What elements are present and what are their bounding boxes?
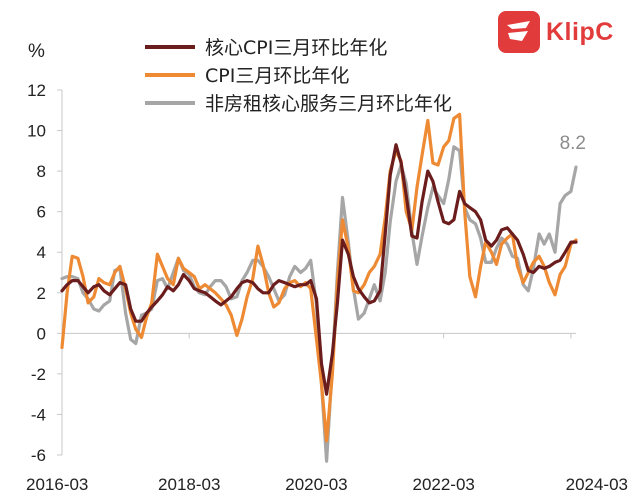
klipc-logo-icon	[498, 11, 540, 53]
y-tick-label: -4	[31, 405, 46, 424]
x-tick-label: 2022-03	[412, 475, 474, 494]
y-tick-label: 12	[27, 81, 46, 100]
x-tick-label: 2016-03	[26, 475, 88, 494]
y-axis-unit-label: %	[28, 41, 45, 62]
x-tick-label: 2024-03	[566, 475, 628, 494]
y-tick-label: 2	[37, 284, 46, 303]
y-tick-label: 10	[27, 122, 46, 141]
series-lines	[60, 112, 578, 463]
y-tick-label: 6	[37, 203, 46, 222]
series-line-0	[60, 143, 578, 396]
y-tick-label: -2	[31, 365, 46, 384]
y-axis-ticks: -6 -4 -2 0 2 4 6 8 10 12	[27, 81, 62, 465]
x-axis-ticks: 2016-03 2018-03 2020-03 2022-03 2024-03	[26, 333, 628, 494]
x-tick-label: 2020-03	[285, 475, 347, 494]
klipc-logo: KlipC	[498, 10, 628, 54]
y-tick-label: -6	[31, 446, 46, 465]
legend-label-1: CPI三月环比年化	[205, 65, 349, 87]
y-tick-label: 4	[37, 243, 46, 262]
legend-label-0: 核心CPI三月环比年化	[205, 37, 387, 59]
x-tick-label: 2018-03	[158, 475, 220, 494]
klipc-logo-text: KlipC	[546, 17, 614, 46]
legend-label-2: 非房租核心服务三月环比年化	[205, 93, 452, 115]
y-tick-label: 8	[37, 162, 46, 181]
series-line-1	[60, 112, 578, 443]
y-tick-label: 0	[37, 324, 46, 343]
latest-value-annotation: 8.2	[560, 133, 586, 154]
series-line-2	[60, 145, 578, 463]
